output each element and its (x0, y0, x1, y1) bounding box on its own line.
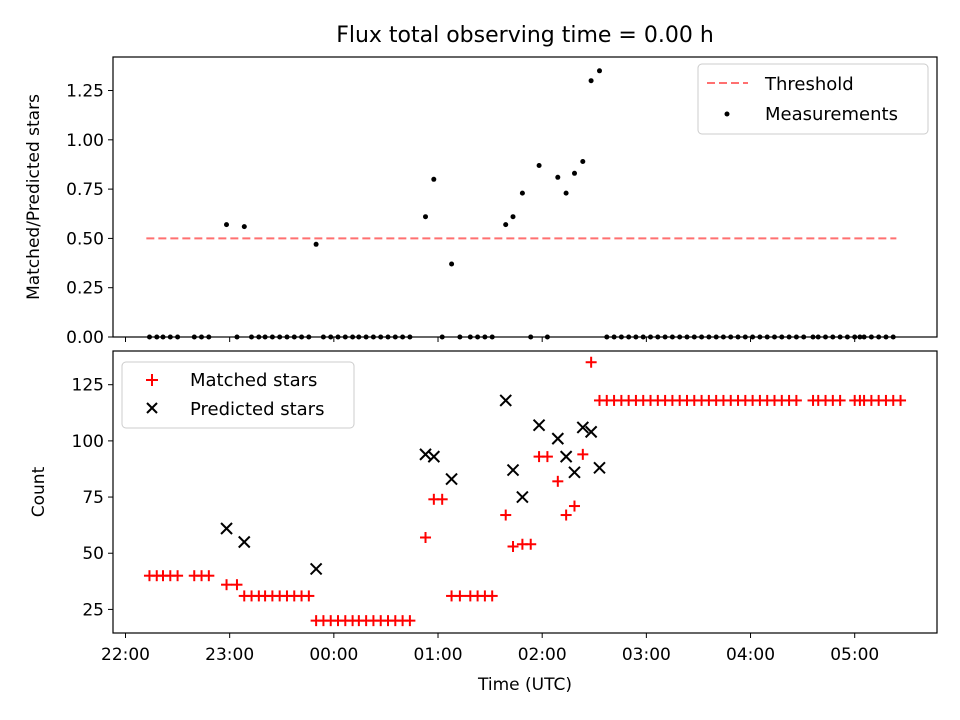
matched-star-point (541, 451, 553, 463)
matched-star-point (231, 579, 243, 591)
top-y-tick-label: 1.00 (66, 131, 104, 151)
matched-star-point (577, 448, 589, 460)
predicted-star-point (576, 421, 590, 434)
matched-star-point (172, 570, 184, 582)
matched-star-point (552, 475, 564, 487)
measurement-point (449, 261, 455, 267)
predicted-star-point (427, 450, 441, 463)
measurement-point (563, 190, 569, 196)
measurement-point (423, 214, 428, 220)
chart-title: Flux total observing time = 0.00 h (336, 23, 714, 48)
predicted-star-point (559, 450, 573, 463)
matched-star-point (560, 509, 572, 521)
bottom-y-tick-label: 125 (72, 376, 104, 396)
predicted-legend-label: Predicted stars (190, 399, 324, 420)
top-y-tick-label: 0.50 (66, 229, 104, 249)
predicted-star-point (499, 394, 512, 407)
x-tick-label: 04:00 (726, 645, 775, 665)
x-tick-label: 01:00 (414, 645, 463, 665)
measurement-point (313, 241, 319, 247)
x-tick-label: 00:00 (309, 645, 358, 665)
bottom-y-tick-label: 50 (82, 544, 104, 564)
top-x-ticks (125, 337, 856, 342)
predicted-star-point (419, 448, 432, 461)
matched-star-point (404, 615, 416, 627)
measurement-point (580, 159, 586, 164)
measurement-point (555, 174, 561, 180)
matched-star-point (221, 579, 233, 591)
predicted-star-point (568, 466, 581, 479)
measurement-point (510, 214, 516, 220)
bottom-legend-box (121, 361, 355, 429)
predicted-star-point (220, 522, 233, 535)
measurement-point (588, 78, 594, 84)
matched-star-point (895, 394, 907, 406)
top-legend: Threshold Measurements (697, 63, 929, 135)
top-panel: Flux total observing time = 0.00 h 0.000… (24, 23, 938, 348)
matched-star-point (420, 532, 432, 544)
matched-star-point (486, 590, 498, 602)
bottom-axes-frame (112, 350, 938, 634)
predicted-star-point (551, 432, 565, 445)
matched-star-point (454, 590, 466, 602)
matched-star-point (525, 538, 537, 550)
measurements-legend-label: Measurements (765, 104, 898, 125)
matched-star-point (303, 590, 315, 602)
bottom-y-tick-label: 100 (72, 432, 104, 452)
x-tick-label: 22:00 (101, 645, 150, 665)
x-axis-label: Time (UTC) (477, 675, 572, 695)
matched-legend-label: Matched stars (190, 370, 317, 391)
x-tick-label: 23:00 (205, 645, 254, 665)
matched-star-point (585, 356, 597, 368)
x-tick-label: 05:00 (830, 645, 879, 665)
predicted-star-point (593, 461, 606, 475)
matched-star-point (436, 493, 448, 505)
top-legend-box (697, 63, 929, 135)
bottom-legend: Matched stars Predicted stars (121, 361, 355, 429)
matched-star-point (507, 540, 519, 552)
bottom-x-axis: 22:00 23:00 00:00 01:00 02:00 03:00 04:00 05:00 (101, 633, 879, 665)
bottom-y-axis: 25 50 75 100 125 (72, 376, 113, 620)
predicted-legend-swatch (146, 402, 158, 414)
matched-star-point (500, 509, 512, 521)
bottom-plot-area (143, 356, 907, 627)
predicted-star-point (445, 472, 458, 486)
top-y-axis: 0.00 0.25 0.50 0.75 1.00 1.25 (66, 82, 113, 348)
measurement-point (431, 176, 437, 182)
top-y-tick-label: 0.75 (66, 180, 104, 200)
bottom-y-tick-label: 75 (82, 488, 104, 508)
top-y-tick-label: 0.25 (66, 279, 104, 299)
bottom-y-axis-label: Count (29, 466, 49, 517)
threshold-legend-label: Threshold (764, 74, 854, 95)
top-y-tick-label: 1.25 (66, 82, 104, 102)
predicted-star-point (309, 562, 323, 576)
top-y-tick-label: 0.00 (66, 328, 104, 348)
matched-legend-swatch (146, 374, 158, 386)
measurement-point (503, 222, 509, 228)
x-tick-label: 02:00 (518, 645, 567, 665)
top-axes-frame (112, 56, 938, 338)
predicted-star-point (506, 463, 520, 477)
measurement-point (241, 224, 247, 230)
measurements-legend-swatch (724, 111, 730, 117)
top-y-axis-label: Matched/Predicted stars (24, 94, 44, 300)
measurement-point (597, 68, 602, 74)
predicted-star-point (532, 418, 546, 432)
matched-star-point (790, 394, 802, 406)
measurement-point (519, 190, 525, 196)
matched-star-point (834, 394, 846, 406)
measurement-point (536, 163, 542, 168)
predicted-star-point (238, 535, 251, 549)
bottom-panel: 25 50 75 100 125 22:00 23:00 00:00 01:00 02:00 03… (29, 350, 938, 695)
x-tick-label: 03:00 (622, 645, 671, 665)
matched-star-point (568, 500, 580, 512)
matched-star-point (203, 570, 215, 582)
bottom-y-tick-label: 25 (82, 600, 104, 620)
predicted-star-point (584, 425, 598, 439)
measurement-point (572, 170, 577, 176)
predicted-star-point (516, 490, 529, 504)
measurement-point (224, 222, 229, 228)
